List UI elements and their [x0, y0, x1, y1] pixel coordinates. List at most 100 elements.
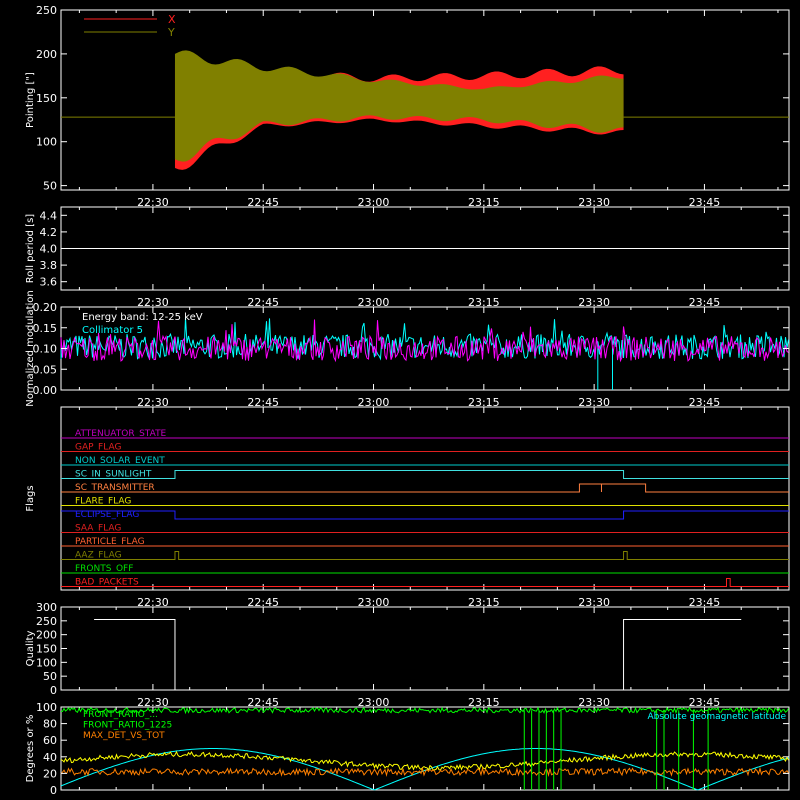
x-tick-label: 22:30: [137, 296, 169, 309]
x-tick-label: 23:00: [358, 696, 390, 709]
y-tick-label: 100: [36, 136, 57, 149]
collimator-annotation: Collimator 5: [82, 325, 143, 336]
x-tick-label: 22:45: [247, 396, 279, 409]
x-tick-label: 22:30: [137, 696, 169, 709]
y-axis-label: Pointing ["]: [25, 72, 36, 128]
x-tick-label: 23:15: [468, 196, 500, 209]
y-tick-label: 200: [36, 629, 57, 642]
y-tick-label: 3.6: [40, 276, 58, 289]
x-tick-label: 23:30: [578, 696, 610, 709]
x-tick-label: 23:45: [689, 396, 721, 409]
x-tick-label: 23:45: [689, 696, 721, 709]
y-tick-label: 250: [36, 4, 57, 17]
x-tick-label: 23:15: [468, 696, 500, 709]
x-tick-label: 23:00: [358, 596, 390, 609]
degrees-series-2: [60, 766, 789, 777]
flag-line: [61, 470, 789, 479]
y-tick-label: 0.00: [33, 384, 58, 397]
flag-label: SC_TRANSMITTER: [75, 483, 155, 493]
y-tick-label: 0.15: [33, 322, 58, 335]
degrees-panel: Degrees or % 0 20 40 60 80 100 FRONT_RATIO_...F…: [25, 701, 790, 797]
modulation-series: [60, 319, 789, 363]
flag-line: [61, 510, 789, 520]
flag-label: PARTICLE_FLAG: [75, 537, 145, 547]
x-tick-label: 23:30: [578, 296, 610, 309]
pointing-panel: 22:30 22:45 23:00 23:15 23:30 23:45 Pointing […: [25, 4, 790, 209]
x-tick-label: 23:15: [468, 596, 500, 609]
flag-label: SC_IN_SUNLIGHT: [75, 470, 152, 480]
legend-label: MAX_DET_VS_TOT: [83, 731, 165, 741]
flag-line: [61, 551, 789, 560]
flag-label: GAP_FLAG: [75, 443, 121, 453]
flags-panel: 22:30 22:45 23:00 23:15 23:30 23:45 Flags ATTEN…: [25, 406, 790, 609]
y-axis-label: Flags: [25, 485, 36, 511]
y-tick-label: 150: [36, 643, 57, 656]
flag-label: AAZ_FLAG: [75, 551, 122, 561]
x-tick-label: 22:30: [137, 196, 169, 209]
x-tick-label: 23:30: [578, 396, 610, 409]
flag-line: [61, 483, 789, 493]
plot-frame: [60, 9, 790, 191]
flag-label: FLARE_FLAG: [75, 497, 131, 507]
x-tick-label: 23:15: [468, 296, 500, 309]
x-tick-label: 23:15: [468, 396, 500, 409]
roll-period-panel: 22:30 22:45 23:00 23:15 23:30 23:45 Roll perio…: [25, 206, 790, 309]
y-axis-label: Normalized modulation: [25, 290, 36, 407]
latitude-annotation: Absolute geomagnetic latitude: [647, 712, 786, 722]
y-tick-label: 100: [36, 701, 57, 714]
energy-band-annotation: Energy band: 12-25 keV: [82, 312, 203, 323]
y-tick-label: 4.0: [40, 243, 58, 256]
x-tick-label: 22:45: [247, 596, 279, 609]
y-tick-label: 200: [36, 48, 57, 61]
legend-label: Y: [167, 26, 175, 39]
degrees-series-1: [60, 750, 789, 771]
x-tick-label: 23:45: [689, 596, 721, 609]
y-axis-label: Quality: [25, 631, 36, 667]
flag-label: ECLIPSE_FLAG: [75, 510, 139, 520]
x-tick-label: 23:00: [358, 196, 390, 209]
y-tick-label: 4.2: [40, 226, 58, 239]
quality-panel: 22:30 22:45 23:00 23:15 23:30 23:45 Quality 050…: [25, 601, 790, 709]
latitude-curve: [60, 748, 790, 791]
flag-label: FRONTS_OFF: [75, 564, 133, 574]
y-tick-label: 0: [50, 684, 57, 697]
x-tick-label: 23:00: [358, 396, 390, 409]
pointing-band-y: [174, 50, 624, 162]
y-tick-label: 40: [43, 751, 57, 764]
y-tick-label: 0.10: [33, 343, 58, 356]
y-axis-label: Roll period [s]: [25, 214, 36, 283]
x-tick-label: 22:45: [247, 696, 279, 709]
modulation-panel: 22:30 22:45 23:00 23:15 23:30 23:45 Normalized…: [25, 290, 790, 409]
flag-label: SAA_FLAG: [75, 524, 121, 534]
y-tick-label: 0.05: [33, 363, 58, 376]
flag-label: BAD_PACKETS: [75, 578, 139, 588]
x-tick-label: 22:45: [247, 296, 279, 309]
y-tick-label: 0.20: [33, 301, 58, 314]
quality-line: [94, 618, 742, 691]
y-tick-label: 50: [43, 670, 57, 683]
x-tick-label: 23:30: [578, 596, 610, 609]
legend-label: FRONT_RATIO_1225: [83, 721, 172, 731]
flag-line: [61, 578, 789, 587]
y-tick-label: 150: [36, 92, 57, 105]
y-axis-label: Degrees or %: [25, 715, 36, 783]
y-tick-label: 0: [50, 784, 57, 797]
x-tick-label: 22:30: [137, 596, 169, 609]
x-tick-label: 22:30: [137, 396, 169, 409]
y-tick-label: 50: [43, 180, 57, 193]
flag-label: ATTENUATOR_STATE: [75, 429, 167, 439]
legend-label: FRONT_RATIO_...: [83, 710, 158, 720]
y-tick-label: 100: [36, 656, 57, 669]
y-tick-label: 60: [43, 734, 57, 747]
degrees-series-0: [61, 706, 789, 715]
y-tick-label: 3.8: [40, 259, 58, 272]
x-tick-label: 23:45: [689, 196, 721, 209]
y-tick-label: 20: [43, 767, 57, 780]
y-tick-label: 80: [43, 718, 57, 731]
plot-frame: [60, 706, 790, 791]
y-tick-label: 4.4: [40, 209, 58, 222]
x-tick-label: 23:45: [689, 296, 721, 309]
y-tick-label: 250: [36, 615, 57, 628]
y-tick-label: 300: [36, 601, 57, 614]
x-tick-label: 22:45: [247, 196, 279, 209]
